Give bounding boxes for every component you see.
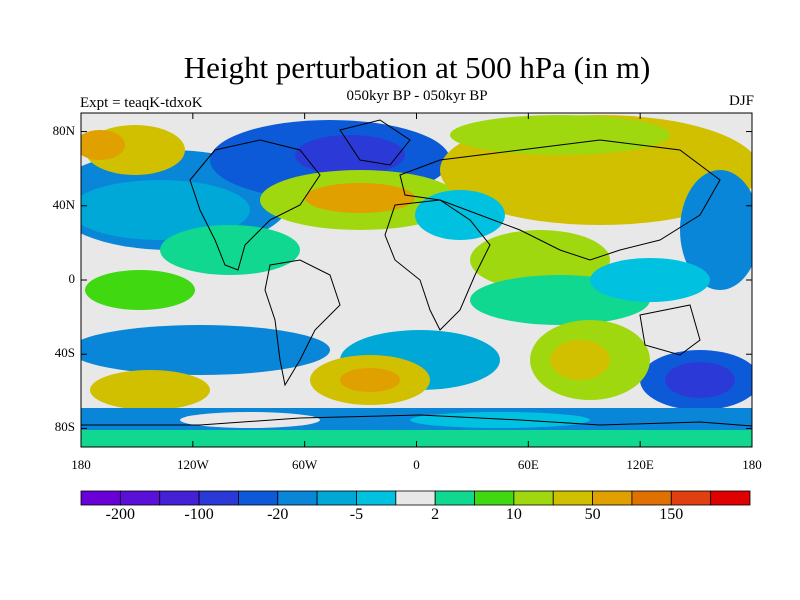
season-label: DJF: [728, 93, 754, 109]
colorbar-label: -200: [105, 506, 135, 523]
lon-tick-label: 120W: [176, 457, 209, 472]
lon-tick-label: 60W: [292, 457, 318, 472]
colorbar-swatch: [159, 490, 200, 506]
colorbar-swatch: [316, 490, 357, 506]
colorbar-swatch: [198, 490, 239, 506]
colorbar-swatch: [552, 490, 593, 506]
colorbar-swatch: [119, 490, 161, 506]
colorbar-swatch: [277, 490, 318, 506]
lon-tick-label: 120E: [626, 457, 654, 472]
lat-tick-label: 40N: [52, 196, 75, 212]
contour-field: [81, 113, 752, 447]
map-subtitle: 050kyr BP - 050kyr BP: [346, 88, 488, 104]
lon-tick-label: 180: [742, 457, 762, 472]
colorbar-label: 10: [505, 506, 522, 523]
lat-tick-label: 0: [68, 271, 76, 286]
colorbar-swatch: [434, 490, 475, 506]
colorbar-swatch: [238, 490, 279, 506]
experiment-label: Expt = teaqK-tdxoK: [80, 95, 203, 111]
colorbar-label: -100: [184, 506, 214, 523]
lon-tick-label: 0: [413, 457, 420, 472]
colorbar-swatch: [631, 490, 672, 506]
lon-tick-label: 60E: [517, 457, 539, 472]
colorbar-swatch: [513, 490, 554, 506]
lon-tick-label: 180: [71, 457, 91, 472]
colorbar-swatch: [592, 490, 633, 506]
map-title: Height perturbation at 500 hPa (in m): [183, 50, 651, 85]
colorbar-swatch: [670, 490, 712, 506]
colorbar-swatch: [356, 490, 397, 506]
colorbar-swatch: [710, 490, 751, 506]
colorbar-label: -5: [349, 506, 364, 523]
axis-ticks: [80, 113, 753, 447]
colorbar-label: 2: [431, 506, 440, 523]
lat-tick-label: 40S: [54, 345, 75, 361]
colorbar-label: 150: [659, 506, 684, 523]
colorbar-swatch: [474, 490, 515, 506]
colorbar: [80, 490, 751, 506]
lat-tick-label: 80N: [52, 122, 75, 138]
lat-tick-label: 80S: [54, 419, 75, 435]
colorbar-swatch: [395, 490, 436, 506]
colorbar-swatch: [80, 490, 121, 506]
colorbar-label: -20: [267, 506, 289, 523]
colorbar-label: 50: [584, 506, 601, 523]
